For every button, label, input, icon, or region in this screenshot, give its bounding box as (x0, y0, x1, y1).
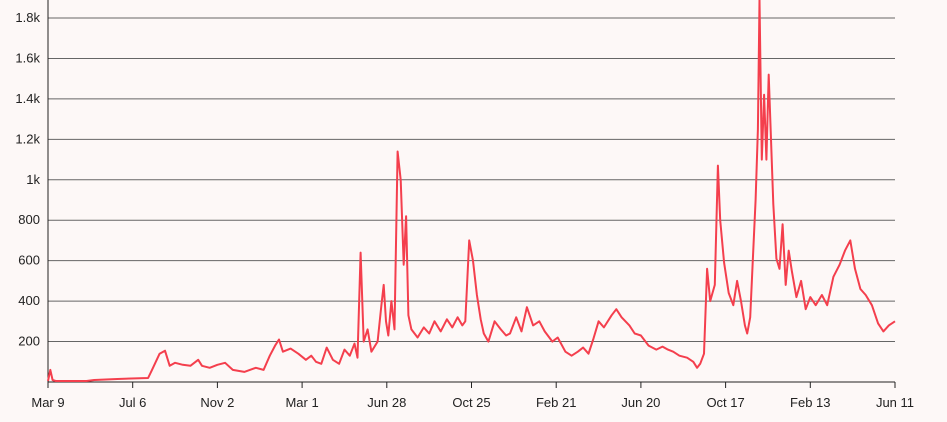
x-tick-label: Jun 28 (367, 395, 406, 410)
y-tick-label: 600 (18, 253, 40, 268)
x-tick-label: Feb 13 (790, 395, 830, 410)
x-tick-label: Oct 17 (706, 395, 744, 410)
y-tick-label: 800 (18, 212, 40, 227)
y-tick-label: 400 (18, 293, 40, 308)
y-tick-label: 1.6k (15, 50, 40, 65)
y-tick-label: 1.4k (15, 91, 40, 106)
x-tick-label: Oct 25 (452, 395, 490, 410)
y-tick-label: 1.2k (15, 131, 40, 146)
y-gridlines (48, 17, 895, 343)
y-tick-label: 1.8k (15, 10, 40, 25)
y-axis-ticks: 200 400 600 800 1k 1.2k 1.4k 1.6k 1.8k (15, 10, 40, 349)
x-tick-label: Mar 9 (31, 395, 64, 410)
x-tick-label: Jul 6 (119, 395, 146, 410)
y-tick-label: 200 (18, 334, 40, 349)
x-tick-label: Nov 2 (200, 395, 234, 410)
series-line (47, 0, 896, 382)
x-tick-label: Jun 20 (621, 395, 660, 410)
x-axis-ticks: Mar 9 Jul 6 Nov 2 Mar 1 Jun 28 Oct 25 Feb 21 Ju… (31, 382, 914, 410)
y-tick-label: 1k (26, 172, 40, 187)
x-tick-label: Feb 21 (536, 395, 576, 410)
x-tick-label: Jun 11 (876, 395, 914, 410)
x-tick-label: Mar 1 (285, 395, 318, 410)
